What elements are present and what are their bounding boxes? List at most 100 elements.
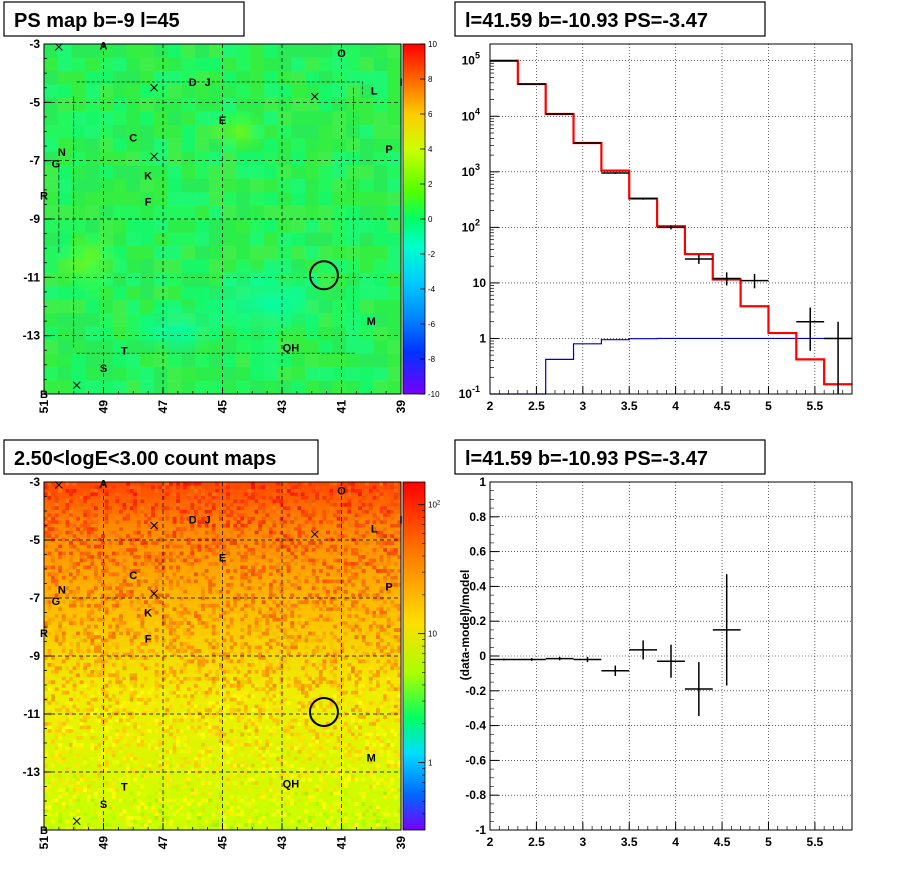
count-map-cell xyxy=(118,718,123,723)
count-map-cell xyxy=(197,753,202,758)
count-map-cell xyxy=(222,541,227,545)
count-map-cell xyxy=(161,614,166,619)
ps-map-cell xyxy=(277,219,292,233)
count-map-cell xyxy=(165,555,170,559)
spectrum-x-tick-label: 2.5 xyxy=(528,399,545,413)
count-map-cell xyxy=(172,596,177,601)
count-map-cell xyxy=(79,541,84,545)
count-map-cell xyxy=(397,732,402,737)
count-map-cell xyxy=(318,694,323,699)
count-map-cell xyxy=(276,624,280,629)
count-map-cell xyxy=(372,596,377,601)
count-map-cell xyxy=(172,506,177,511)
count-map-cell xyxy=(326,537,330,542)
count-map-cell xyxy=(54,774,59,779)
ps-map-cell xyxy=(222,84,237,99)
count-map-cell xyxy=(211,638,216,643)
count-map-cell xyxy=(168,763,173,768)
count-map-cell xyxy=(358,708,363,712)
count-map-cell xyxy=(193,488,198,493)
count-map-cell xyxy=(276,756,280,761)
count-map-cell xyxy=(272,593,277,598)
count-map-cell xyxy=(72,502,77,507)
count-map-cell xyxy=(58,593,63,598)
count-map-cell xyxy=(215,488,220,493)
count-map-cell xyxy=(51,739,56,744)
count-map-cell xyxy=(76,645,80,650)
count-map-cell xyxy=(347,763,352,768)
count-map-cell xyxy=(47,495,52,500)
count-map-cell xyxy=(211,732,216,737)
count-map-cell xyxy=(183,676,188,681)
ps-map-cell xyxy=(140,245,155,260)
count-map-cell xyxy=(301,492,305,497)
count-map-cell xyxy=(386,756,391,761)
ps-map-cell xyxy=(250,367,265,382)
ps-map-cell xyxy=(57,326,72,341)
count-map-cell xyxy=(236,694,241,699)
count-map-cell xyxy=(247,649,252,653)
count-map-cell xyxy=(143,729,148,733)
count-map-cell xyxy=(354,753,359,758)
count-map-cell xyxy=(304,621,309,625)
count-map-cell xyxy=(65,530,70,535)
count-map-cell xyxy=(286,753,291,758)
count-map-cell xyxy=(322,541,327,545)
count-map-cell xyxy=(133,756,138,761)
count-map-cell xyxy=(72,798,77,803)
ps-map-cell xyxy=(153,205,168,220)
count-map-cell xyxy=(354,635,359,639)
count-map-cell xyxy=(297,743,302,747)
count-map-cell xyxy=(76,798,80,803)
count-map-cell xyxy=(165,645,170,650)
count-map-cell xyxy=(376,569,380,573)
count-map-cell xyxy=(226,781,230,786)
count-map-cell xyxy=(79,725,84,730)
count-map-cell xyxy=(183,631,188,636)
count-map-cell xyxy=(343,589,348,594)
count-map-cell xyxy=(376,708,380,712)
count-map-cell xyxy=(201,603,205,608)
count-map-cell xyxy=(336,607,341,612)
count-map-cell xyxy=(361,746,366,751)
count-map-cell xyxy=(190,565,195,570)
count-map-cell xyxy=(233,666,238,671)
count-map-cell xyxy=(65,666,70,671)
count-map-cell xyxy=(286,520,291,525)
ps-map-colorbar-label: 2 xyxy=(428,180,433,189)
count-map-cell xyxy=(258,649,263,653)
count-map-cell xyxy=(361,509,366,514)
count-map-cell xyxy=(279,499,284,504)
count-map-cell xyxy=(179,729,184,733)
count-map-cell xyxy=(218,736,223,740)
count-map-cell xyxy=(329,586,334,591)
count-map-cell xyxy=(79,774,84,779)
count-map-cell xyxy=(47,603,52,608)
count-map-cell xyxy=(368,680,373,685)
count-map-cell xyxy=(333,676,338,681)
count-map-cell xyxy=(101,718,105,723)
ps-map-cell xyxy=(181,178,196,193)
count-map-cell xyxy=(358,690,363,695)
ps-map-cell xyxy=(57,367,72,382)
count-map-cell xyxy=(376,652,380,657)
count-map-cell xyxy=(283,516,288,521)
count-map-cell xyxy=(172,635,177,639)
count-map-cell xyxy=(265,541,270,545)
count-map-cell xyxy=(265,621,270,625)
ps-map-cell xyxy=(195,111,210,126)
count-map-cell xyxy=(140,649,145,653)
count-map-cell xyxy=(336,736,341,740)
count-map-cell xyxy=(97,669,102,674)
count-map-cell xyxy=(336,788,341,793)
count-map-cell xyxy=(197,704,202,709)
count-map-cell xyxy=(126,753,130,758)
count-map-cell xyxy=(140,621,145,625)
count-map-cell xyxy=(68,729,73,733)
count-map-cell xyxy=(322,607,327,612)
count-map-cell xyxy=(154,621,159,625)
count-map-cell xyxy=(58,746,63,751)
count-map-cell xyxy=(358,589,363,594)
ps-map-cell xyxy=(318,57,333,72)
count-map-cell xyxy=(161,763,166,768)
